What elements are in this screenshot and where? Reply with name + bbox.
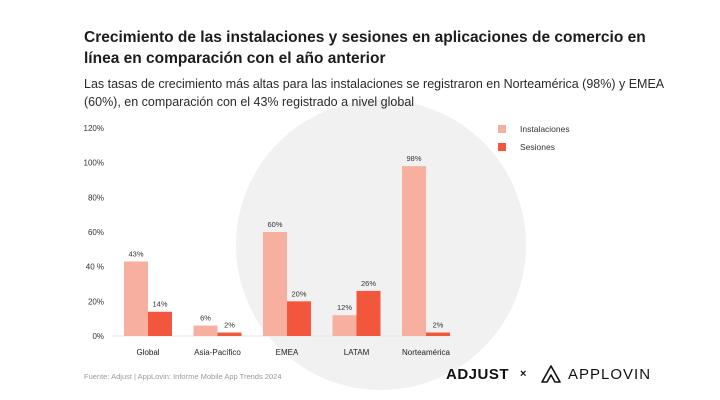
applovin-logo: APPLOVIN — [540, 364, 651, 384]
legend-swatch-installs — [498, 125, 506, 133]
legend-swatch-sessions — [498, 143, 506, 151]
bar-installs — [332, 315, 357, 336]
data-label-installs: 12% — [337, 303, 352, 312]
legend-label-sessions: Sesiones — [520, 142, 555, 152]
x-tick-label: Norteamérica — [402, 348, 451, 357]
y-tick-label: 60% — [88, 228, 104, 237]
applovin-mark-icon — [541, 365, 561, 383]
bar-sessions — [148, 311, 172, 336]
legend-item-installs: Instalaciones — [498, 120, 570, 138]
bar-sessions — [356, 290, 381, 336]
x-tick-label: LATAM — [344, 348, 370, 357]
legend-label-installs: Instalaciones — [520, 124, 570, 134]
source-note: Fuente: Adjust | AppLovin: Informe Mobil… — [84, 372, 282, 381]
x-tick-label: Global — [136, 348, 159, 357]
y-tick-label: 0% — [92, 332, 104, 341]
adjust-logo: ADJUST — [446, 365, 510, 383]
data-label-sessions: 26% — [361, 279, 376, 288]
bar-sessions — [287, 301, 311, 336]
data-label-installs: 60% — [267, 220, 282, 229]
bar-installs — [263, 232, 287, 336]
x-tick-label: EMEA — [276, 348, 299, 357]
y-tick-label: 120% — [84, 124, 104, 133]
bar-installs — [124, 261, 148, 336]
bar-sessions — [217, 332, 242, 336]
bar-installs — [193, 325, 218, 336]
data-label-installs: 98% — [406, 154, 421, 163]
data-label-installs: 6% — [200, 314, 211, 323]
data-label-sessions: 14% — [152, 300, 167, 309]
applovin-wordmark: APPLOVIN — [568, 365, 652, 383]
x-tick-label: Asia-Pacífico — [194, 348, 241, 357]
chart-subtitle: Las tasas de crecimiento más altas para … — [84, 77, 664, 109]
legend-item-sessions: Sesiones — [498, 138, 570, 156]
data-label-sessions: 20% — [291, 289, 306, 298]
data-label-sessions: 2% — [433, 321, 444, 330]
y-tick-label: 80% — [88, 193, 104, 202]
data-label-sessions: 2% — [224, 321, 235, 330]
bar-installs — [402, 166, 426, 336]
data-label-installs: 43% — [128, 249, 143, 258]
brand-separator: × — [520, 368, 527, 380]
bar-sessions — [426, 332, 450, 336]
legend: Instalaciones Sesiones — [498, 120, 570, 156]
y-tick-label: 100% — [84, 159, 104, 168]
chart-title: Crecimiento de las instalaciones y sesio… — [84, 29, 646, 67]
y-tick-label: 20% — [88, 297, 104, 306]
y-tick-label: 40 % — [86, 263, 104, 272]
